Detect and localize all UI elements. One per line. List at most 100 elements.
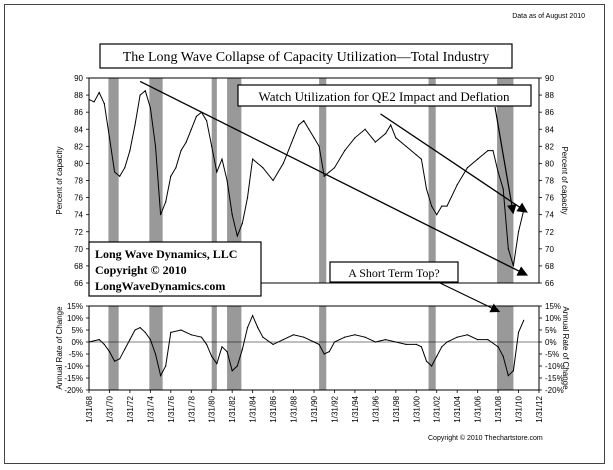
chart-frame [4,4,605,464]
capacity-utilization-line-point [436,214,438,216]
trendline-recent [380,113,528,213]
x-tick-label: 1/31/06 [474,395,483,422]
watch-box [237,84,532,107]
capacity-utilization-line-point [303,120,305,122]
annual-rate-of-change-line-point [272,343,274,345]
y-tick-label-left: 74 [74,211,83,220]
annual-rate-of-change-line-point [206,343,208,345]
annual-rate-of-change-line-point [502,355,504,357]
capacity-utilization-line-point [517,231,520,233]
recession-band-top [149,78,163,283]
x-tick-label: 1/31/84 [249,395,258,422]
bottom-plot-area [89,306,539,390]
annual-rate-of-change-line-point [318,343,320,345]
y-tick-label-right: 84 [545,125,554,134]
recession-band-bottom [497,306,514,390]
x-tick-label: 1/31/12 [535,395,544,422]
recession-band-top [211,78,217,283]
annual-rate-of-change-line-point [119,358,121,360]
x-tick-label: 1/31/02 [433,395,442,422]
capacity-utilization-line-point [272,179,274,182]
y2-tick-label-left: 0% [71,338,83,347]
annual-rate-of-change-line-point [262,336,264,338]
annual-rate-of-change-line-point [374,341,376,343]
y2-tick-label-left: -5% [69,350,83,359]
capacity-utilization-line-point [477,158,479,160]
chart-title: The Long Wave Collapse of Capacity Utili… [123,50,490,65]
annual-rate-of-change-line-point [323,353,325,355]
capacity-utilization-line-point [328,171,330,173]
capacity-utilization-line-point [195,115,197,118]
annual-rate-of-change-line-point [303,336,305,338]
capacity-utilization-line-point [390,124,392,126]
x-tick-label: 1/31/78 [187,395,196,422]
y2-tick-label-left: -20% [64,386,83,395]
capacity-utilization-line-point [159,214,162,216]
y2-tick-label-left: -10% [64,362,83,371]
recession-band-bottom [319,306,327,390]
capacity-utilization-line-point [466,167,469,169]
y-tick-label-left: 66 [74,279,83,288]
annual-rate-of-change-line-point [477,339,479,341]
y-tick-label-right: 86 [545,108,554,117]
y2-axis-title-left: Annual Rate of Change [55,306,64,390]
capacity-utilization-line-point [108,137,111,139]
annual-rate-of-change-line-point [333,341,336,343]
annual-rate-of-change-line-point [405,343,407,345]
annual-rate-of-change-line-point [139,327,141,329]
annual-rate-of-change-line-point [113,360,116,362]
y-tick-label-left: 76 [74,194,83,203]
annual-rate-of-change-line-point [523,319,525,321]
annual-rate-of-change-line-point [108,351,111,353]
capacity-utilization-line-point [323,175,325,177]
x-tick-label: 1/31/74 [146,395,155,422]
capacity-utilization-line-point [180,150,182,152]
y2-tick-label-left: 15% [67,302,83,311]
annual-rate-of-change-line-point [456,336,458,338]
y-tick-label-right: 68 [545,262,554,271]
annual-rate-of-change-line-point [466,334,469,336]
capacity-utilization-line-point [292,137,295,139]
y2-tick-label-right: -15% [545,374,564,383]
annual-rate-of-change-line [88,314,525,378]
capacity-utilization-line-point [124,167,126,169]
capacity-utilization-line-point [149,107,151,109]
recession-band-bottom [108,306,119,390]
capacity-utilization-line-point [216,171,218,173]
annual-rate-of-change-line-point [231,370,233,372]
x-tick-label: 1/31/04 [453,395,462,422]
capacity-utilization-line-point [175,167,177,169]
annual-rate-of-change-line-point [313,341,315,343]
capacity-utilization-line-point [492,150,494,152]
annual-rate-of-change-line-point [98,339,100,341]
recession-band-bottom [227,306,242,390]
annual-rate-of-change-line-point [216,363,218,365]
annual-rate-of-change-line-point [236,365,238,367]
annual-rate-of-change-line-point [221,346,223,348]
short-term-arrow [439,282,501,313]
capacity-utilization-line-point [282,162,284,165]
annual-rate-of-change-line-point [517,331,520,333]
y2-tick-label-right: -10% [545,362,564,371]
annual-rate-of-change-line-point [364,336,366,338]
capacity-utilization-line-point [252,158,254,160]
y-tick-label-left: 90 [74,74,83,83]
y-tick-label-left: 72 [74,228,83,237]
x-tick-label: 1/31/76 [167,395,176,422]
capacity-utilization-line-point [395,137,397,139]
capacity-utilization-line-point [298,124,300,126]
x-tick-label: 1/31/10 [515,395,524,422]
x-tick-label: 1/31/00 [412,395,421,422]
y-axis-title-left: Percent of capacity [55,146,64,214]
x-tick-label: 1/31/96 [371,395,380,422]
y-tick-label-right: 74 [545,211,554,220]
y2-tick-label-right: -20% [545,386,564,395]
y2-tick-label-right: 10% [545,314,561,323]
capacity-utilization-line-point [415,154,417,156]
y2-tick-label-left: -15% [64,374,83,383]
capacity-utilization-line-point [384,132,387,135]
annual-rate-of-change-line-point [103,343,105,345]
annual-rate-of-change-line-point [159,375,162,377]
y-tick-label-left: 88 [74,91,83,100]
x-tick-label: 1/31/92 [330,395,339,422]
